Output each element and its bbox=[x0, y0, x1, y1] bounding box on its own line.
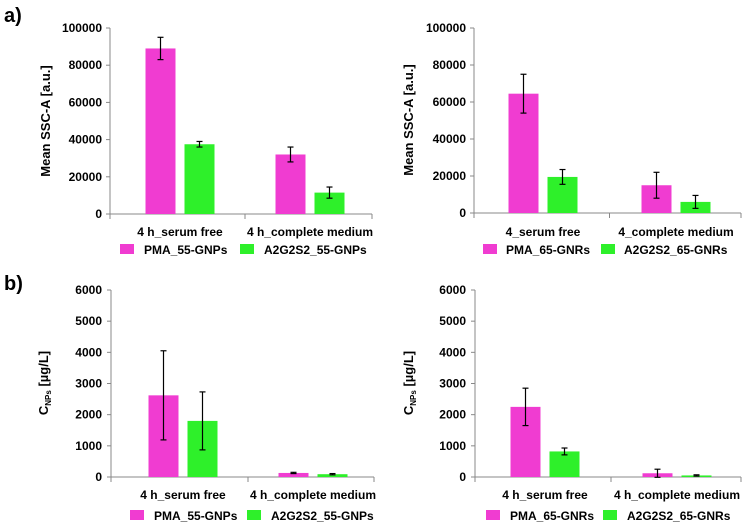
y-axis-label: CNPs [µg/L] bbox=[401, 351, 418, 415]
y-tick-label: 60000 bbox=[69, 95, 103, 109]
bar-A2G2S2_65-GNRs-1 bbox=[549, 451, 580, 477]
y-tick-label: 5000 bbox=[439, 314, 466, 328]
legend-label: PMA_55-GNPs bbox=[144, 243, 228, 257]
y-tick-label: 4000 bbox=[439, 345, 466, 359]
y-tick-label: 1000 bbox=[75, 439, 102, 453]
y-tick-label: 100000 bbox=[62, 21, 102, 35]
bar-PMA_55-GNPs-1 bbox=[145, 48, 176, 215]
y-tick-label: 0 bbox=[459, 470, 466, 484]
x-category-label: 4 h_serum free bbox=[140, 488, 226, 502]
y-axis-label: Mean SSC-A [a.u.] bbox=[401, 64, 416, 175]
y-tick-label: 2000 bbox=[75, 408, 102, 422]
y-tick-label: 3000 bbox=[439, 377, 466, 391]
y-tick-label: 4000 bbox=[75, 345, 102, 359]
bar-A2G2S2_55-GNPs-1 bbox=[184, 144, 215, 214]
y-axis-label: CNPs [µg/L] bbox=[36, 351, 53, 415]
y-tick-label: 100000 bbox=[426, 21, 466, 35]
y-tick-label: 6000 bbox=[439, 283, 466, 297]
bar-PMA_55-GNPs-2 bbox=[275, 154, 306, 214]
legend-swatch bbox=[247, 510, 261, 520]
legend-label: PMA_55-GNPs bbox=[154, 509, 238, 523]
y-tick-label: 0 bbox=[95, 470, 102, 484]
y-tick-label: 80000 bbox=[433, 58, 467, 72]
x-category-label: 4 h_serum free bbox=[502, 488, 588, 502]
y-tick-label: 40000 bbox=[69, 133, 103, 147]
y-tick-label: 1000 bbox=[439, 439, 466, 453]
legend-swatch bbox=[240, 244, 254, 254]
legend-label: PMA_65-GNRs bbox=[510, 509, 594, 523]
legend-swatch bbox=[601, 244, 615, 254]
y-tick-label: 3000 bbox=[75, 377, 102, 391]
y-axis-label: Mean SSC-A [a.u.] bbox=[38, 65, 53, 176]
bar-A2G2S2_55-GNPs-2 bbox=[317, 474, 348, 477]
x-category-label: 4_complete medium bbox=[618, 225, 733, 239]
x-category-label: 4_serum free bbox=[506, 225, 581, 239]
chart-4: 0 1000 2000 3000 4000 5000 6000 CNPs [µg/L] 4 h_… bbox=[401, 283, 742, 523]
legend-label: A2G2S2_65-GNRs bbox=[627, 509, 731, 523]
y-tick-label: 20000 bbox=[433, 169, 467, 183]
legend-label: PMA_65-GNRs bbox=[506, 243, 590, 257]
legend-swatch bbox=[603, 510, 617, 520]
legend-swatch bbox=[486, 510, 500, 520]
chart-3: 0 1000 2000 3000 4000 5000 6000 CNPs [µg/L] 4 h_… bbox=[36, 283, 376, 523]
legend-label: A2G2S2_65-GNRs bbox=[624, 243, 728, 257]
bar-A2G2S2_55-GNPs-2 bbox=[314, 192, 345, 214]
x-category-label: 4 h_serum free bbox=[137, 225, 223, 239]
y-tick-label: 2000 bbox=[439, 408, 466, 422]
chart-2: 0 20000 40000 60000 80000 100000 Mean SSC-A [a… bbox=[401, 21, 742, 257]
panel-label-a: a) bbox=[4, 5, 22, 27]
y-tick-label: 5000 bbox=[75, 314, 102, 328]
legend-swatch bbox=[120, 244, 134, 254]
x-category-label: 4 h_complete medium bbox=[614, 488, 740, 502]
y-tick-label: 6000 bbox=[75, 283, 102, 297]
panel-label-b: b) bbox=[4, 273, 23, 295]
y-tick-label: 0 bbox=[459, 206, 466, 220]
x-category-label: 4 h_complete medium bbox=[247, 225, 373, 239]
legend-label: A2G2S2_55-GNPs bbox=[271, 509, 374, 523]
y-tick-label: 40000 bbox=[433, 132, 467, 146]
y-tick-label: 60000 bbox=[433, 95, 467, 109]
y-tick-label: 20000 bbox=[69, 170, 103, 184]
y-tick-label: 0 bbox=[95, 207, 102, 221]
chart-1: 0 20000 40000 60000 80000 100000 Mean SSC-A [a… bbox=[38, 21, 373, 257]
legend-swatch bbox=[130, 510, 144, 520]
y-tick-label: 80000 bbox=[69, 58, 103, 72]
bar-PMA_55-GNPs-2 bbox=[278, 472, 309, 477]
x-category-label: 4 h_complete medium bbox=[250, 488, 376, 502]
legend-label: A2G2S2_55-GNPs bbox=[264, 243, 367, 257]
legend-swatch bbox=[483, 244, 497, 254]
